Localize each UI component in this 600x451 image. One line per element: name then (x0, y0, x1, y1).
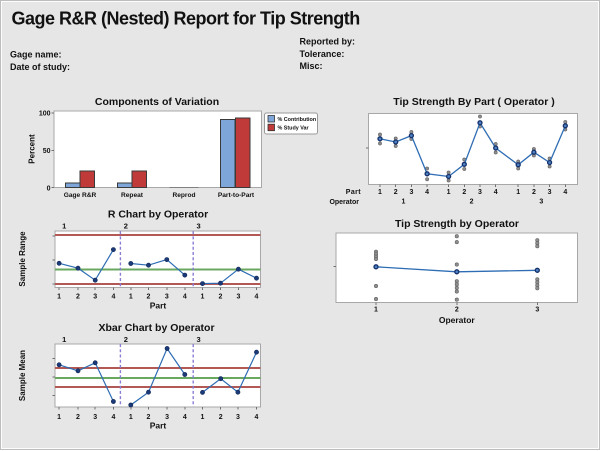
svg-text:2: 2 (124, 335, 128, 344)
svg-text:Sample Range: Sample Range (18, 231, 27, 287)
svg-text:2: 2 (219, 293, 223, 300)
svg-text:4: 4 (255, 414, 259, 421)
svg-text:1: 1 (129, 293, 133, 300)
svg-text:1: 1 (516, 189, 520, 196)
svg-text:3: 3 (197, 222, 201, 231)
svg-text:Percent: Percent (28, 134, 37, 164)
svg-text:1: 1 (57, 293, 61, 300)
svg-text:2: 2 (219, 414, 223, 421)
svg-text:3: 3 (236, 293, 240, 300)
svg-text:2: 2 (462, 189, 466, 196)
svg-text:1: 1 (374, 306, 378, 313)
svg-text:1: 1 (57, 414, 61, 421)
svg-text:4: 4 (563, 189, 567, 196)
svg-text:Components of Variation: Components of Variation (95, 96, 219, 108)
svg-text:Gage R&R: Gage R&R (64, 192, 97, 199)
svg-text:Repeat: Repeat (121, 192, 144, 199)
svg-text:3: 3 (236, 414, 240, 421)
svg-text:Reprod: Reprod (172, 192, 195, 199)
svg-text:4: 4 (183, 293, 187, 300)
svg-text:2: 2 (470, 199, 474, 206)
svg-text:3: 3 (165, 414, 169, 421)
svg-text:3: 3 (93, 414, 97, 421)
svg-text:1: 1 (62, 222, 66, 231)
svg-text:1: 1 (201, 293, 205, 300)
svg-text:Gage name:: Gage name: (10, 50, 62, 60)
svg-text:3: 3 (165, 293, 169, 300)
svg-text:Tip Strength By Part ( Operato: Tip Strength By Part ( Operator ) (393, 96, 554, 108)
svg-text:Part-to-Part: Part-to-Part (218, 192, 255, 199)
svg-text:3: 3 (539, 199, 543, 206)
svg-text:Reported by:: Reported by: (300, 37, 356, 47)
svg-text:4: 4 (255, 293, 259, 300)
svg-text:4: 4 (183, 414, 187, 421)
svg-text:2: 2 (532, 189, 536, 196)
svg-text:Operator: Operator (439, 315, 476, 325)
svg-text:Operator: Operator (329, 199, 359, 206)
svg-text:2: 2 (147, 293, 151, 300)
svg-text:Date of study:: Date of study: (10, 62, 70, 72)
svg-text:4: 4 (111, 293, 115, 300)
svg-text:3: 3 (197, 335, 201, 344)
svg-text:2: 2 (394, 189, 398, 196)
svg-text:1: 1 (62, 335, 66, 344)
svg-text:2: 2 (76, 293, 80, 300)
svg-text:1: 1 (201, 414, 205, 421)
svg-text:3: 3 (409, 189, 413, 196)
svg-text:3: 3 (93, 293, 97, 300)
svg-text:% Study Var: % Study Var (278, 126, 310, 132)
svg-text:Tolerance:: Tolerance: (300, 49, 345, 59)
svg-text:1: 1 (402, 199, 406, 206)
svg-text:R Chart by Operator: R Chart by Operator (108, 209, 208, 221)
svg-text:1: 1 (447, 189, 451, 196)
svg-text:4: 4 (111, 414, 115, 421)
svg-text:% Contribution: % Contribution (278, 117, 317, 123)
svg-text:Xbar Chart by Operator: Xbar Chart by Operator (98, 322, 214, 334)
svg-text:2: 2 (124, 222, 128, 231)
svg-text:50: 50 (43, 148, 51, 155)
svg-text:0: 0 (47, 186, 51, 193)
svg-text:1: 1 (129, 414, 133, 421)
svg-text:Part: Part (346, 189, 361, 196)
svg-text:Sample Mean: Sample Mean (18, 350, 27, 401)
svg-text:Part: Part (150, 301, 167, 311)
svg-text:4: 4 (494, 189, 498, 196)
svg-text:Tip Strength by Operator: Tip Strength by Operator (395, 218, 519, 230)
svg-text:2: 2 (76, 414, 80, 421)
svg-text:Gage R&R (Nested) Report for T: Gage R&R (Nested) Report for Tip Strengt… (12, 8, 360, 28)
svg-text:3: 3 (478, 189, 482, 196)
svg-text:3: 3 (535, 306, 539, 313)
svg-text:4: 4 (425, 189, 429, 196)
svg-text:1: 1 (378, 189, 382, 196)
svg-text:3: 3 (548, 189, 552, 196)
svg-text:Part: Part (150, 421, 167, 431)
svg-text:Misc:: Misc: (300, 61, 323, 71)
svg-text:2: 2 (147, 414, 151, 421)
svg-text:2: 2 (455, 306, 459, 313)
svg-text:100: 100 (39, 111, 51, 118)
